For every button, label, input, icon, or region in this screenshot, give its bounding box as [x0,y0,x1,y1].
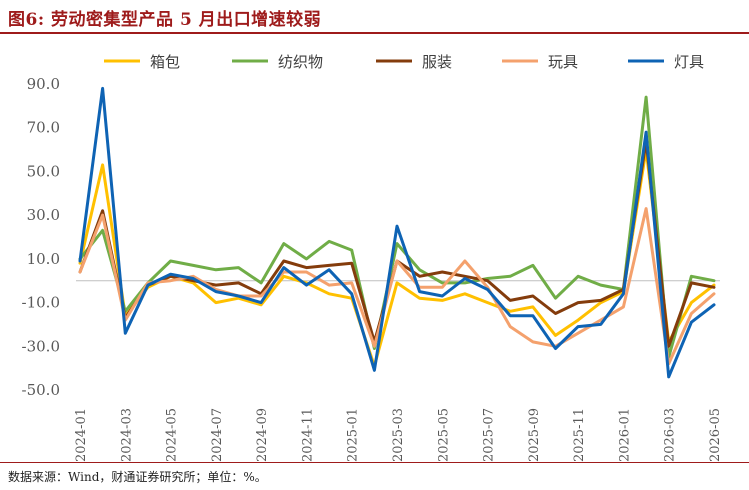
x-tick-label: 2024-07 [210,408,225,462]
series-line-箱包 [78,148,716,368]
x-tick-label: 2025-07 [482,408,497,462]
legend-label: 灯具 [674,53,704,71]
x-tick-label: 2024-09 [255,408,270,462]
x-tick-label: 2024-03 [119,408,134,462]
y-tick-label: 90.0 [27,75,60,93]
y-tick-label: -10.0 [22,294,60,312]
x-tick-label: 2024-01 [74,408,89,462]
legend-label: 服装 [422,53,452,71]
y-tick-label: 30.0 [27,206,60,224]
chart-title: 图6: 劳动密集型产品 5 月出口增速较弱 [8,10,322,30]
title-bar: 图6: 劳动密集型产品 5 月出口增速较弱 [0,0,749,34]
x-tick-label: 2026-03 [663,408,678,462]
x-tick-label: 2024-05 [165,408,180,462]
y-tick-label: 50.0 [27,162,60,180]
title-rule [0,32,749,34]
source-note: 数据来源：Wind，财通证券研究所；单位：%。 [8,470,267,484]
x-tick-label: 2024-11 [300,408,315,462]
series-line-灯具 [78,86,716,379]
y-tick-label: -30.0 [22,337,60,355]
legend-label: 纺织物 [278,53,323,71]
x-tick-label: 2025-05 [436,408,451,462]
x-tick-label: 2025-03 [391,408,406,462]
x-tick-label: 2025-09 [527,408,542,462]
chart: 90.0 70.0 50.0 30.0 10.0 -10.0 -30.0 -50.0 2024-… [22,53,723,462]
x-tick-label: 2025-01 [346,408,361,462]
legend-label: 玩具 [548,53,578,71]
source-rule [0,462,749,463]
series-line-纺织物 [78,95,716,359]
y-tick-label: -50.0 [22,381,60,399]
x-tick-label: 2026-05 [708,408,723,462]
x-tick-label: 2025-11 [572,408,587,462]
legend-label: 箱包 [150,53,180,71]
x-tick-label: 2026-01 [617,408,632,462]
y-tick-label: 70.0 [27,119,60,137]
y-tick-label: 10.0 [27,250,60,268]
